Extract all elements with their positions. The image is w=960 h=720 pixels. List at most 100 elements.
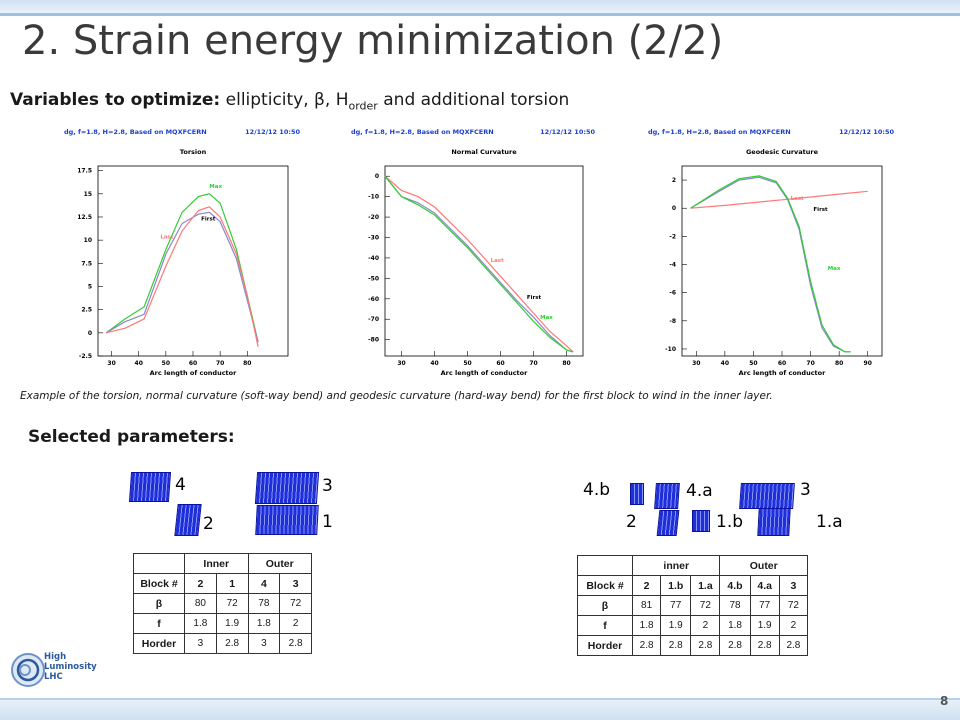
table-cell: 2.8 <box>778 635 809 656</box>
table-cell: 78 <box>247 593 281 614</box>
table-cell: 2 <box>184 573 217 594</box>
legend-label-max: Max <box>209 184 222 190</box>
y-tick-label: -4 <box>669 262 676 269</box>
parameter-table-right: inner Outer Block # 2 1.b 1.a 4.b 4.a 3 … <box>577 555 809 656</box>
torsion-plot: dg, f=1.8, H=2.8, Based on MQXFCERN 12/12… <box>56 124 308 386</box>
footer-rule <box>0 698 960 700</box>
table-row: Inner Outer <box>133 553 312 574</box>
row-label-f: f <box>577 615 633 636</box>
block-label-3-right: 3 <box>800 480 811 500</box>
table-cell: 1.9 <box>215 613 249 634</box>
row-label-horder: Horder <box>577 635 633 656</box>
plot-title: Torsion <box>180 148 207 156</box>
plot-header-right: 12/12/12 10:50 <box>540 128 595 136</box>
table-row: Block # 2 1.b 1.a 4.b 4.a 3 <box>577 575 809 596</box>
table-row: inner Outer <box>577 555 808 576</box>
plot-title: Geodesic Curvature <box>746 148 819 156</box>
table-cell: 2 <box>279 613 312 634</box>
table-cell: 3 <box>247 633 281 654</box>
x-axis-label: Arc length of conductor <box>739 369 826 377</box>
x-tick-label: 50 <box>749 360 757 367</box>
page-number: 8 <box>940 694 949 708</box>
y-tick-label: -10 <box>368 194 379 201</box>
series-line-last <box>690 190 868 209</box>
plot-canvas: dg, f=1.8, H=2.8, Based on MQXFCERN 12/12… <box>648 128 894 377</box>
slide-title: 2. Strain energy minimization (2/2) <box>22 18 724 64</box>
x-tick-label: 80 <box>562 360 570 367</box>
subtitle-sub: order <box>348 99 378 113</box>
block-label-1b: 1.b <box>716 512 744 532</box>
x-tick-label: 60 <box>496 360 504 367</box>
y-tick-label: -40 <box>368 255 379 262</box>
top-band <box>0 0 960 14</box>
x-tick-label: 70 <box>806 360 814 367</box>
subtitle-bold: Variables to optimize: <box>10 90 221 110</box>
y-tick-label: 12.5 <box>77 214 92 221</box>
x-axis-label: Arc length of conductor <box>150 369 237 377</box>
y-tick-label: -8 <box>669 318 676 325</box>
row-label-beta: β <box>577 595 633 616</box>
top-rule <box>0 13 960 16</box>
table-cell: 80 <box>184 593 217 614</box>
block-4a-shape <box>654 483 680 509</box>
block-label-1: 1 <box>322 512 333 532</box>
table-row: f 1.8 1.9 1.8 2 <box>133 613 312 634</box>
table-cell: 3 <box>184 633 217 654</box>
plot-header-right: 12/12/12 10:50 <box>245 128 300 136</box>
table-cell: 3 <box>279 573 312 594</box>
plot-header-left: dg, f=1.8, H=2.8, Based on MQXFCERN <box>351 128 494 136</box>
table-cell: 1.8 <box>247 613 281 634</box>
block-label-2-right: 2 <box>626 512 637 532</box>
table-cell: 2.8 <box>215 633 249 654</box>
plot-frame <box>384 165 584 357</box>
x-tick-label: 50 <box>162 360 170 367</box>
table-cell: 78 <box>719 595 751 616</box>
x-tick-label: 30 <box>107 360 115 367</box>
y-tick-label: -10 <box>665 346 676 353</box>
logo-line-2: Luminosity <box>44 662 97 672</box>
table-cell: 1.8 <box>719 615 751 636</box>
y-tick-label: -2.5 <box>79 353 92 360</box>
series-line-last <box>384 175 574 353</box>
row-label-f: f <box>133 613 185 634</box>
table-cell: 2.8 <box>719 635 751 656</box>
x-tick-label: 30 <box>397 360 405 367</box>
block-label-2: 2 <box>203 514 214 534</box>
table-row: β 80 72 78 72 <box>133 593 312 614</box>
table-cell: 4 <box>247 573 281 594</box>
y-tick-label: -80 <box>368 337 379 344</box>
figure-caption: Example of the torsion, normal curvature… <box>20 390 773 402</box>
table-row: f 1.8 1.9 2 1.8 1.9 2 <box>577 615 809 636</box>
x-tick-label: 70 <box>216 360 224 367</box>
table-cell: 77 <box>749 595 780 616</box>
row-label-horder: Horder <box>133 633 185 654</box>
footer-band <box>0 700 960 720</box>
table-row: Horder 2.8 2.8 2.8 2.8 2.8 2.8 <box>577 635 809 656</box>
x-tick-label: 80 <box>835 360 843 367</box>
hilumi-logo <box>11 653 45 687</box>
y-tick-label: -6 <box>669 290 676 297</box>
block-label-1a: 1.a <box>816 512 843 532</box>
plot-title: Normal Curvature <box>451 148 517 156</box>
series-line-max <box>690 175 851 353</box>
subtitle: Variables to optimize: ellipticity, β, H… <box>10 90 569 112</box>
y-tick-label: 10 <box>84 237 92 244</box>
table-cell: 1 <box>215 573 249 594</box>
x-tick-label: 70 <box>529 360 537 367</box>
y-tick-label: -20 <box>368 214 379 221</box>
table-cell: 2 <box>778 615 809 636</box>
table-cell: 1.a <box>690 575 721 596</box>
x-tick-label: 40 <box>721 360 729 367</box>
y-tick-label: 0 <box>88 330 92 337</box>
table-cell: 72 <box>778 595 809 616</box>
y-tick-label: -2 <box>669 233 676 240</box>
table-cell: 1.9 <box>660 615 692 636</box>
block-3-shape <box>254 472 320 504</box>
normal-curvature-plot: dg, f=1.8, H=2.8, Based on MQXFCERN 12/12… <box>343 124 603 386</box>
parameter-table-left: Inner Outer Block # 2 1 4 3 β 80 72 78 7… <box>133 553 312 654</box>
legend-label-max: Max <box>828 266 841 272</box>
y-tick-label: 2 <box>672 177 676 184</box>
block-label-4a: 4.a <box>686 481 713 501</box>
plot-header-right: 12/12/12 10:50 <box>839 128 894 136</box>
legend-label-last: Last <box>491 258 504 264</box>
